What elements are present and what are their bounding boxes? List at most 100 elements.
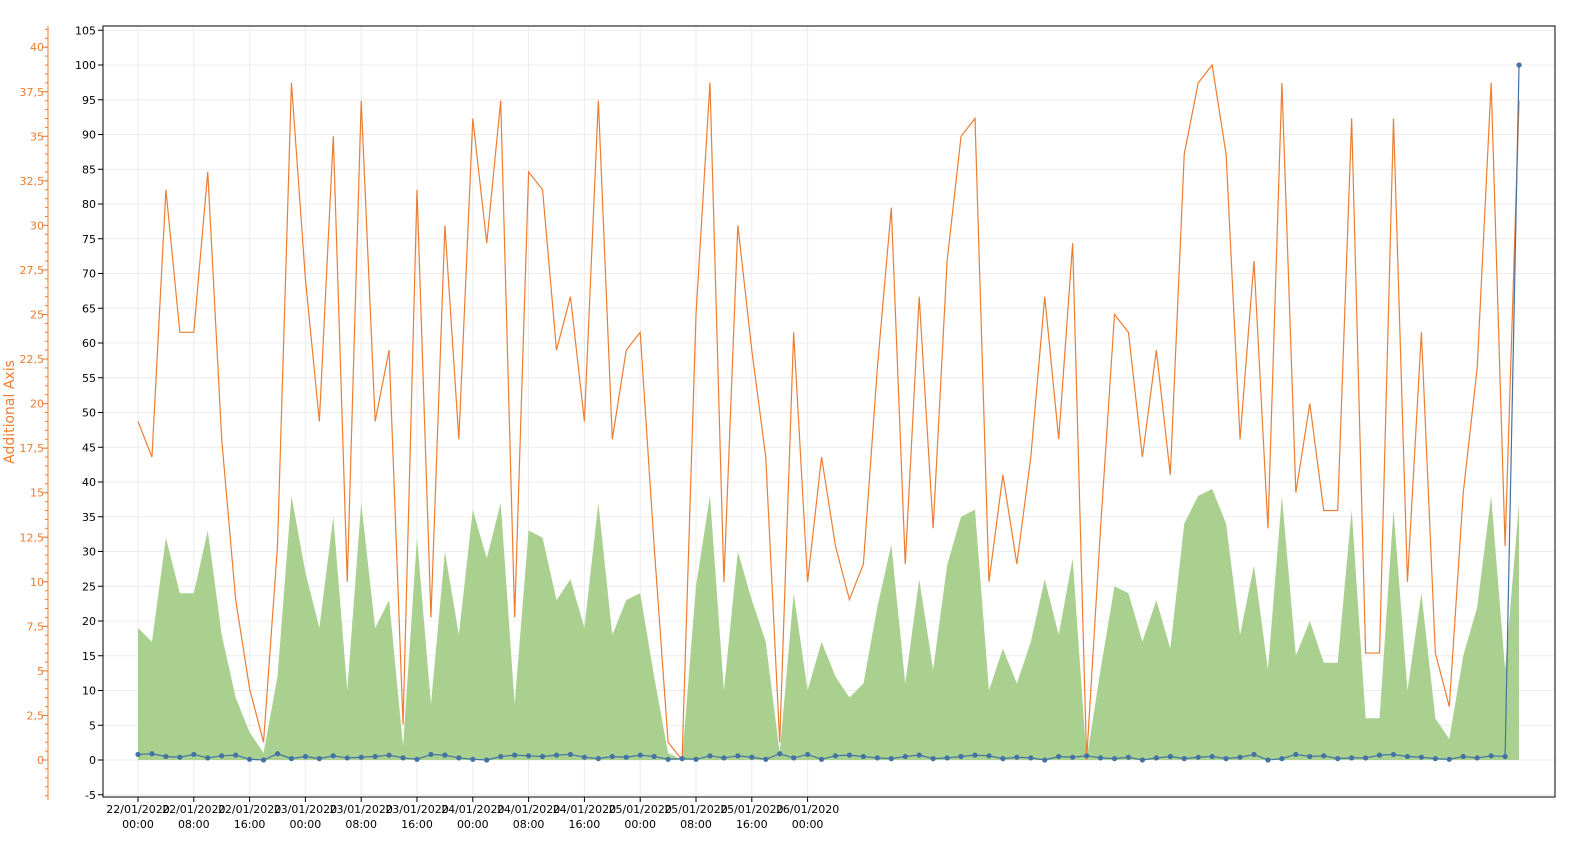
left-tick-label: 100	[75, 59, 96, 72]
blue-point	[344, 755, 350, 761]
blue-point	[1516, 62, 1522, 68]
x-tick-label-date: 23/01/2020	[274, 803, 337, 816]
blue-point	[1125, 754, 1132, 760]
blue-point	[135, 751, 141, 758]
blue-point	[846, 752, 853, 758]
blue-point	[1251, 751, 1257, 758]
blue-point	[316, 756, 322, 762]
x-tick-label-time: 08:00	[680, 818, 712, 831]
blue-point	[1223, 756, 1229, 762]
blue-point	[414, 756, 420, 762]
blue-point	[1460, 753, 1466, 760]
blue-point	[1404, 753, 1411, 760]
blue-point	[1084, 753, 1090, 759]
blue-point	[860, 753, 867, 760]
x-tick-label-date: 25/01/2020	[720, 803, 783, 816]
blue-point	[1000, 756, 1006, 762]
left-tick-label: 20	[82, 615, 96, 628]
left-tick-label: 70	[82, 268, 96, 281]
blue-point	[1111, 756, 1118, 762]
additional-tick-label: 7,5	[27, 620, 45, 633]
x-tick-label-time: 16:00	[569, 818, 601, 831]
left-tick-label: -5	[85, 789, 96, 802]
left-tick-label: 60	[82, 337, 96, 350]
x-tick-label-date: 24/01/2020	[553, 803, 616, 816]
blue-point	[637, 752, 643, 758]
blue-point	[595, 756, 601, 762]
x-tick-label-time: 08:00	[513, 818, 545, 831]
x-tick-label-date: 24/01/2020	[441, 803, 504, 816]
blue-point	[1195, 754, 1201, 760]
blue-point	[260, 757, 267, 763]
blue-point	[442, 752, 448, 758]
blue-point	[1097, 755, 1104, 761]
blue-point	[651, 753, 657, 760]
blue-point	[749, 754, 755, 760]
additional-tick-label: 30	[30, 219, 44, 232]
x-tick-label-date: 22/01/2020	[162, 803, 225, 816]
blue-point	[818, 756, 825, 762]
additional-tick-label: 25	[30, 309, 44, 322]
blue-point	[916, 752, 922, 758]
blue-line-series	[137, 64, 1520, 761]
blue-point	[539, 753, 546, 760]
x-tick-label-date: 22/01/2020	[218, 803, 281, 816]
x-tick-label-time: 16:00	[401, 818, 433, 831]
additional-tick-label: 20	[30, 398, 44, 411]
x-tick-label-time: 16:00	[736, 818, 768, 831]
blue-point	[288, 756, 295, 762]
blue-point	[400, 755, 406, 761]
blue-point	[930, 756, 936, 762]
left-tick-label: 75	[82, 233, 96, 246]
blue-point	[1014, 754, 1020, 760]
blue-point	[679, 756, 685, 762]
blue-point	[972, 752, 978, 758]
blue-point	[386, 752, 392, 758]
x-tick-label-time: 16:00	[234, 818, 266, 831]
blue-point	[1376, 752, 1383, 758]
x-tick-label-time: 00:00	[290, 818, 322, 831]
blue-point	[1390, 751, 1397, 758]
blue-point	[372, 753, 378, 760]
blue-point	[805, 751, 811, 758]
x-tick-label-time: 00:00	[122, 818, 154, 831]
x-tick-label-time: 00:00	[624, 818, 656, 831]
left-tick-label: 0	[89, 754, 96, 767]
left-tick-label: 25	[82, 580, 96, 593]
blue-point	[958, 753, 964, 760]
blue-point	[1209, 753, 1215, 760]
additional-tick-label: 35	[30, 130, 44, 143]
blue-point	[707, 753, 713, 759]
x-tick-label-date: 24/01/2020	[497, 803, 560, 816]
additional-tick-label: 0	[37, 754, 44, 767]
blue-point	[777, 751, 783, 757]
additional-tick-label: 40	[30, 41, 44, 54]
blue-point	[1446, 756, 1452, 762]
left-tick-label: 50	[82, 407, 96, 420]
left-tick-label: 85	[82, 163, 96, 176]
blue-point	[1167, 753, 1173, 760]
blue-point	[1042, 757, 1048, 763]
blue-point	[1502, 753, 1508, 760]
blue-point	[456, 755, 462, 761]
additional-tick-label: 10	[30, 576, 44, 589]
blue-point	[1279, 756, 1285, 762]
blue-point	[233, 752, 239, 758]
blue-point	[1335, 756, 1341, 762]
left-tick-label: 80	[82, 198, 96, 211]
blue-point	[1237, 754, 1243, 760]
blue-point	[567, 751, 574, 758]
x-tick-label-date: 22/01/2020	[106, 803, 169, 816]
blue-point	[763, 756, 769, 762]
x-tick-label-time: 08:00	[345, 818, 377, 831]
additional-tick-label: 37,5	[20, 86, 45, 99]
x-tick-label-date: 23/01/2020	[385, 803, 448, 816]
blue-point	[902, 753, 908, 760]
blue-point	[219, 753, 225, 759]
blue-point	[191, 751, 197, 758]
blue-point	[1153, 755, 1159, 761]
blue-point	[1488, 753, 1494, 759]
left-tick-label: 95	[82, 94, 96, 107]
